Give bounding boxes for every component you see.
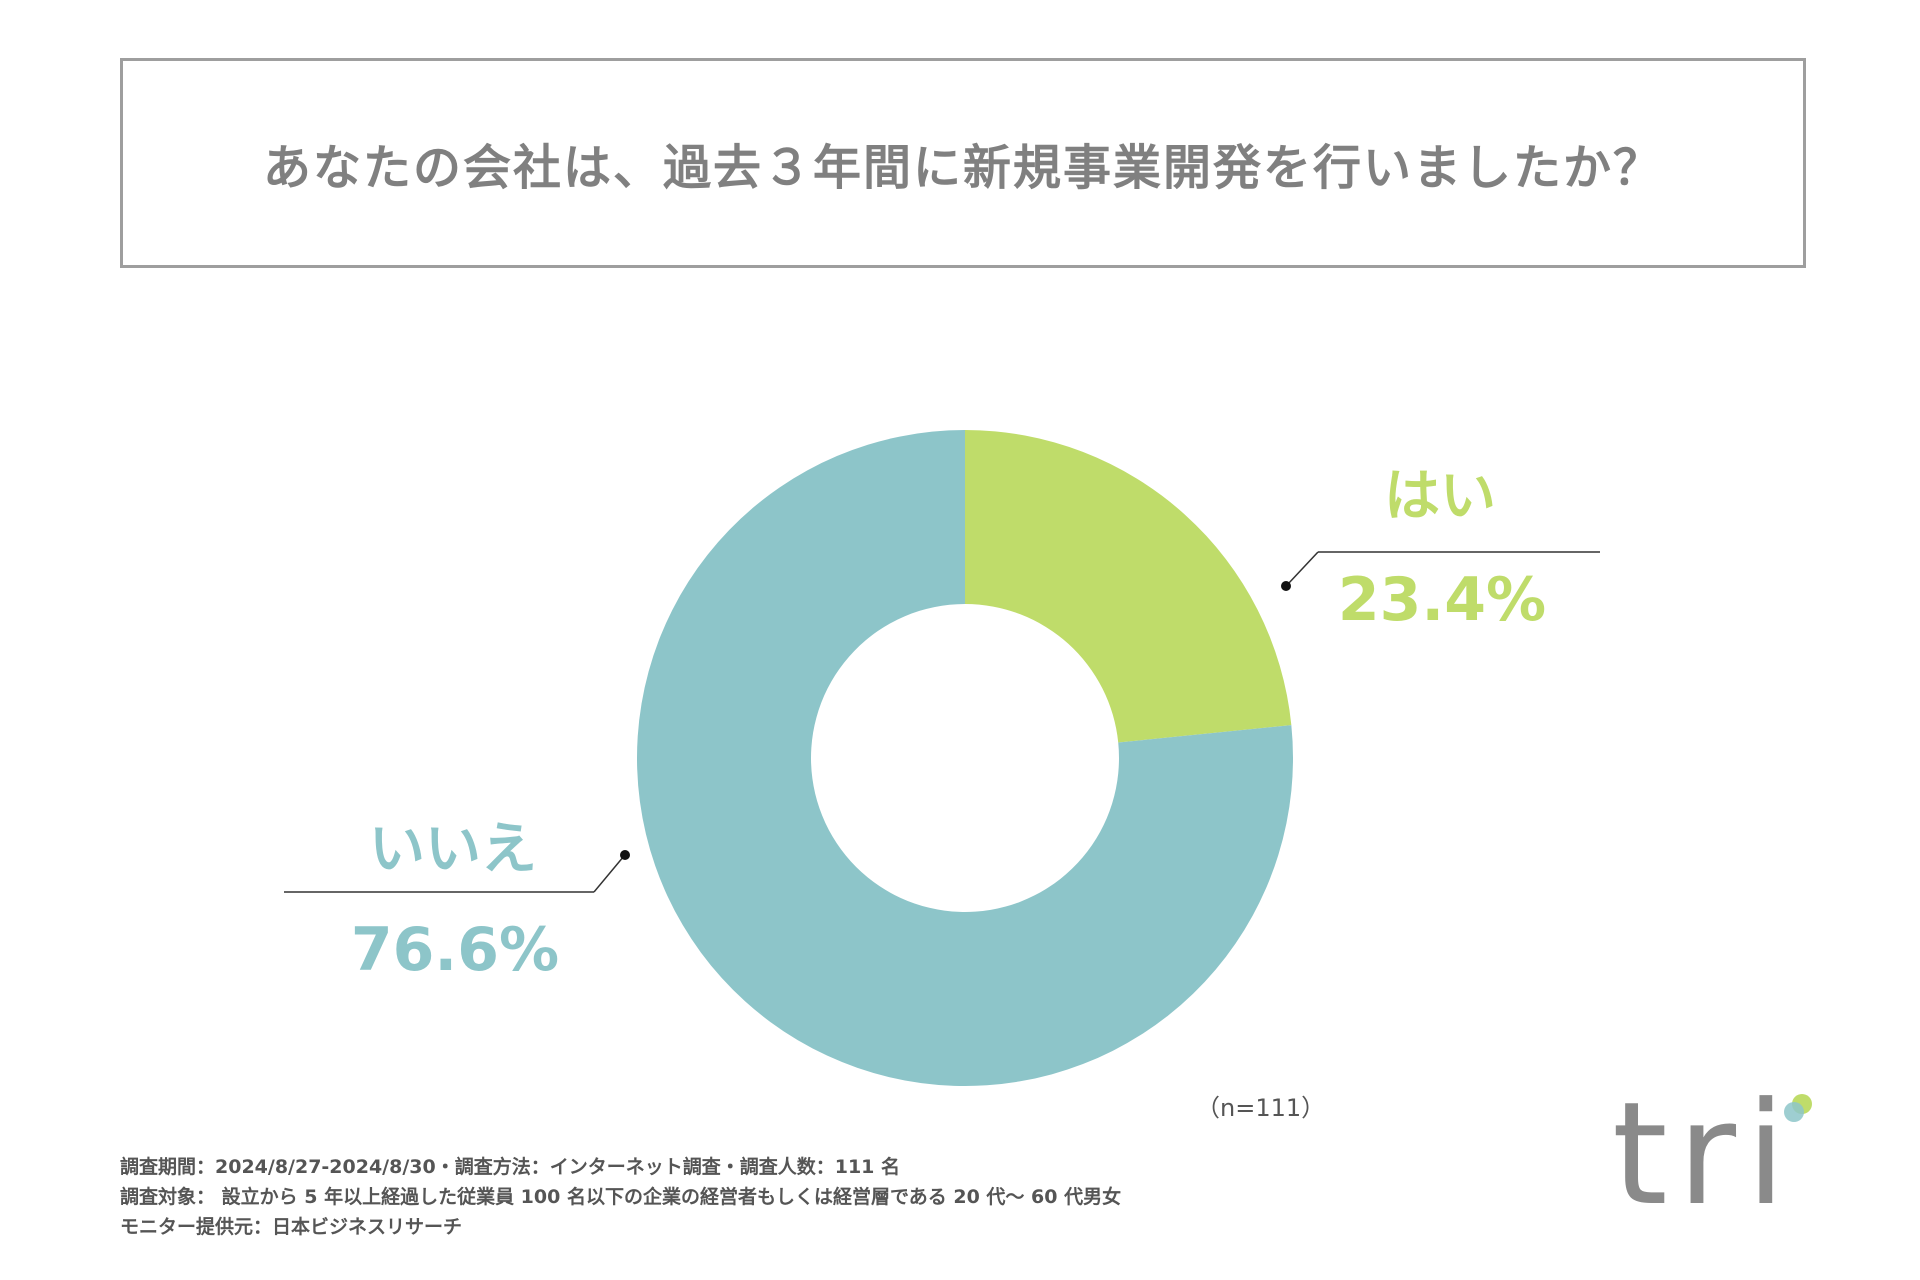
slice-label-yes: はい	[1384, 464, 1496, 529]
survey-footer: 調査期間：2024/8/27-2024/8/30・調査方法：インターネット調査・…	[120, 1152, 1121, 1242]
slice-value-yes: 23.4%	[1338, 565, 1546, 635]
title-box: あなたの会社は、過去３年間に新規事業開発を行いましたか？	[120, 58, 1806, 268]
leader-line-no-diag	[593, 855, 625, 893]
logo-dot-teal-icon	[1784, 1102, 1804, 1122]
donut-slice-yes	[965, 430, 1292, 743]
leader-dot-no	[620, 850, 630, 860]
leader-dot-yes	[1281, 581, 1291, 591]
slice-value-no: 76.6%	[351, 915, 559, 985]
chart-title: あなたの会社は、過去３年間に新規事業開発を行いましたか？	[262, 140, 1663, 196]
footer-line-provider: モニター提供元：日本ビジネスリサーチ	[120, 1216, 463, 1238]
tri-logo: tri	[1612, 1072, 1812, 1237]
footer-line-period: 調査期間：2024/8/27-2024/8/30・調査方法：インターネット調査・…	[120, 1156, 901, 1178]
footer-line-target: 調査対象： 設立から 5 年以上経過した従業員 100 名以下の企業の経営者もし…	[120, 1186, 1122, 1208]
logo-text: tri	[1612, 1072, 1796, 1237]
leader-line-yes-diag	[1287, 551, 1319, 585]
donut-slice-no	[637, 430, 1294, 1086]
slice-label-no: いいえ	[369, 817, 537, 882]
sample-size-label: （n=111）	[1196, 1094, 1326, 1122]
